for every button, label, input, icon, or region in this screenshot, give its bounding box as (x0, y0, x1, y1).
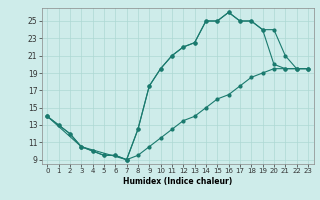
X-axis label: Humidex (Indice chaleur): Humidex (Indice chaleur) (123, 177, 232, 186)
